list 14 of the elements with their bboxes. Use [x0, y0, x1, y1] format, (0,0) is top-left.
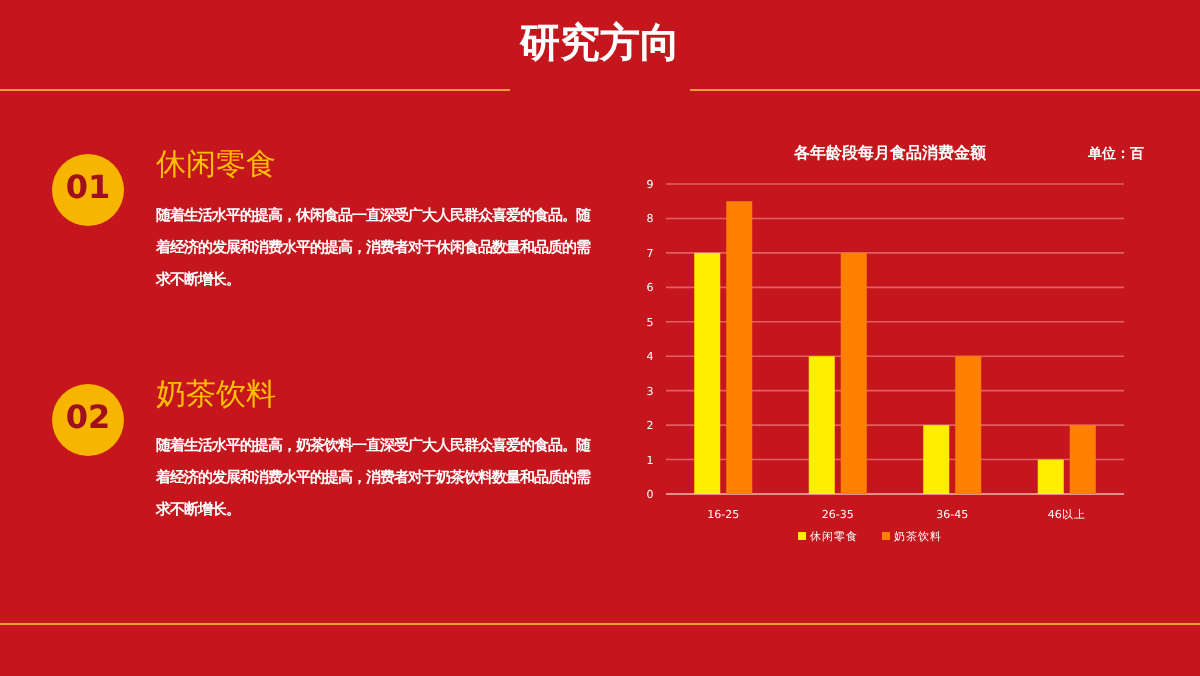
bar — [1069, 425, 1096, 494]
text: 休闲零食 — [156, 146, 276, 184]
chart-title: 各年龄段每月食品消费金额 — [792, 144, 988, 162]
text: 研究方向 — [517, 16, 682, 70]
bar — [840, 252, 867, 494]
bar — [923, 425, 950, 494]
bar — [726, 201, 753, 494]
text: 01 — [63, 168, 113, 206]
bar — [694, 252, 721, 494]
text: 02 — [63, 398, 113, 436]
text: 奶茶饮料 — [156, 376, 276, 414]
bar — [1037, 459, 1064, 494]
bar — [955, 356, 982, 494]
bar — [808, 356, 835, 494]
